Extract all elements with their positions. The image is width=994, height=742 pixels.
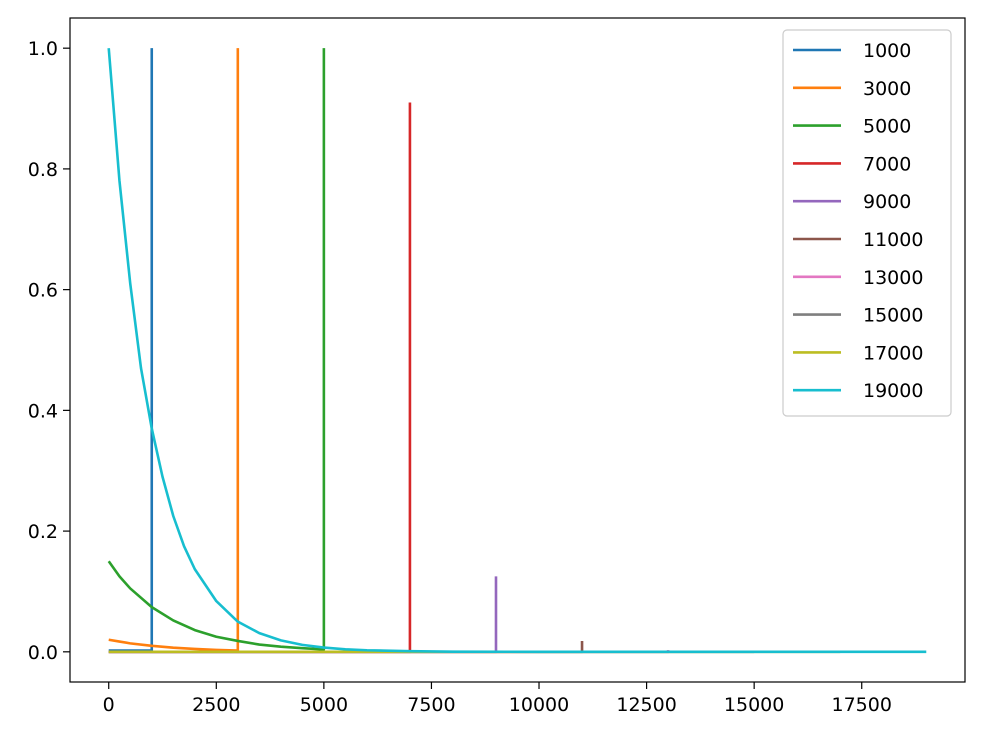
legend-label: 9000: [863, 191, 911, 213]
x-tick-label: 2500: [192, 694, 240, 716]
x-axis-ticks: 0 2500 5000 7500 10000 12500 15000 17500: [103, 682, 892, 716]
y-tick-label: 0.2: [28, 521, 58, 543]
x-tick-label: 5000: [300, 694, 348, 716]
series-line-3000: [108, 48, 240, 652]
x-tick-label: 10000: [509, 694, 569, 716]
axes-frame: [69, 17, 966, 683]
legend-label: 19000: [863, 380, 923, 402]
y-axis-ticks: 0.0 0.2 0.4 0.6 0.8 1.0: [28, 38, 70, 664]
y-tick-label: 1.0: [28, 38, 58, 60]
x-tick-label: 12500: [616, 694, 676, 716]
legend: 1000 3000 5000 7000 9000 11000 13000 15000 17000…: [782, 29, 952, 417]
series-line-5000: [107, 48, 326, 651]
x-tick-label: 7500: [407, 694, 455, 716]
series-line-19000: [107, 48, 927, 654]
legend-label: 17000: [863, 342, 923, 364]
legend-label: 11000: [863, 229, 923, 251]
series-layer: [107, 48, 927, 654]
y-tick-label: 0.4: [28, 400, 58, 422]
legend-label: 1000: [863, 40, 911, 62]
x-tick-label: 17500: [832, 694, 892, 716]
y-tick-label: 0.6: [28, 280, 58, 302]
y-tick-label: 0.8: [28, 159, 58, 181]
legend-label: 15000: [863, 305, 923, 327]
x-tick-label: 0: [103, 694, 115, 716]
legend-label: 13000: [863, 267, 923, 289]
x-tick-label: 15000: [724, 694, 784, 716]
legend-label: 3000: [863, 78, 911, 100]
legend-label: 7000: [863, 153, 911, 175]
legend-label: 5000: [863, 116, 911, 138]
y-tick-label: 0.0: [28, 642, 58, 664]
